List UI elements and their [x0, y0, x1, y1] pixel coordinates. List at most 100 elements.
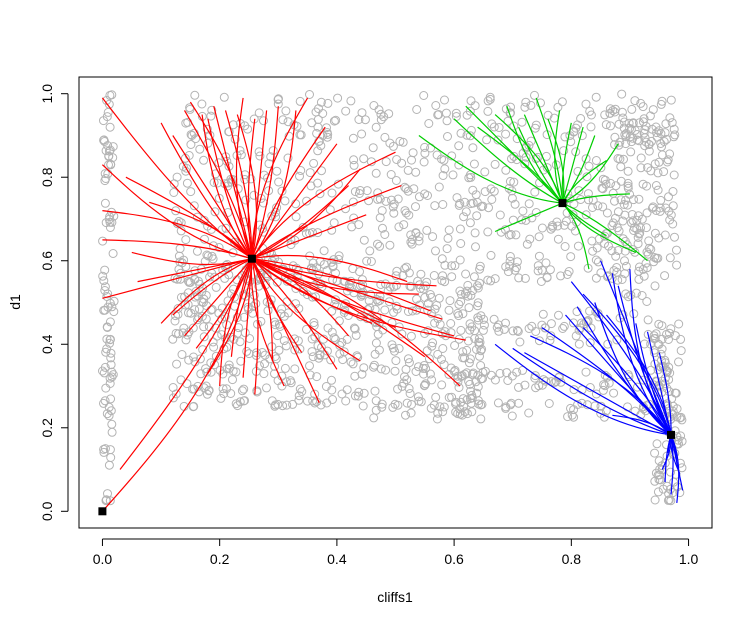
- trajectory-line: [251, 110, 268, 259]
- background-point: [425, 369, 435, 379]
- trajectory-line: [562, 202, 648, 262]
- background-point: [186, 308, 196, 318]
- trajectory-line: [224, 110, 253, 259]
- background-point: [403, 354, 413, 364]
- background-point: [627, 210, 637, 219]
- background-point: [462, 286, 472, 296]
- trajectory-line: [541, 327, 672, 436]
- background-point: [448, 170, 458, 180]
- background-point: [665, 253, 675, 263]
- background-point: [483, 96, 493, 106]
- trajectory-line: [494, 343, 672, 436]
- trajectory-line: [600, 260, 672, 436]
- background-point: [507, 193, 517, 203]
- background-point: [102, 322, 112, 332]
- background-point: [637, 291, 647, 300]
- background-point: [456, 239, 466, 248]
- background-point: [394, 344, 404, 353]
- background-point: [404, 210, 414, 220]
- background-point: [246, 174, 256, 184]
- background-point: [508, 326, 518, 336]
- background-point: [602, 208, 612, 218]
- background-point: [466, 96, 476, 106]
- background-point: [642, 208, 652, 218]
- background-point: [195, 354, 205, 364]
- background-point: [440, 327, 450, 337]
- y-axis: 0.0 0.2 0.4 0.6 0.8 1.0: [39, 84, 69, 521]
- background-point: [412, 105, 422, 114]
- background-point: [429, 271, 439, 280]
- background-point: [168, 334, 178, 344]
- background-point: [512, 155, 522, 165]
- background-point: [337, 389, 347, 399]
- background-point: [398, 270, 408, 280]
- background-point: [208, 254, 218, 264]
- background-point: [664, 335, 673, 344]
- trajectory-line: [251, 168, 361, 260]
- background-point: [652, 128, 662, 138]
- background-point: [373, 296, 383, 306]
- background-point: [650, 253, 660, 262]
- background-point: [105, 145, 115, 155]
- background-point: [376, 280, 386, 289]
- background-point: [406, 331, 416, 341]
- background-point: [619, 117, 629, 127]
- background-point: [350, 371, 360, 381]
- background-point: [355, 186, 365, 195]
- background-point: [533, 266, 543, 276]
- background-point: [544, 399, 554, 408]
- background-point: [428, 338, 438, 348]
- background-point: [307, 334, 317, 344]
- background-point: [454, 141, 464, 151]
- background-point: [665, 368, 675, 378]
- trajectory-line: [251, 258, 466, 341]
- trajectory-line: [562, 193, 630, 204]
- background-point: [107, 372, 117, 382]
- background-point: [393, 384, 403, 394]
- background-point: [270, 361, 280, 371]
- trajectory-line: [251, 258, 273, 362]
- background-point: [667, 118, 677, 128]
- background-point: [593, 308, 603, 318]
- trajectory-line: [561, 122, 572, 204]
- background-point: [305, 361, 314, 371]
- background-point: [650, 448, 660, 458]
- background-point: [322, 123, 331, 133]
- background-point: [283, 117, 293, 127]
- background-point: [450, 261, 460, 271]
- background-point: [653, 487, 663, 497]
- background-point: [99, 447, 109, 457]
- background-point: [642, 263, 652, 273]
- background-point: [463, 280, 473, 290]
- background-point: [359, 388, 369, 398]
- background-point: [610, 132, 620, 142]
- background-point: [616, 176, 626, 186]
- background-point: [373, 239, 382, 249]
- background-point: [168, 383, 178, 392]
- background-point: [224, 127, 234, 137]
- background-point: [103, 302, 113, 312]
- background-point: [308, 352, 318, 362]
- background-point: [108, 370, 118, 380]
- trajectory-line: [251, 258, 303, 353]
- background-point: [283, 153, 293, 163]
- background-point: [601, 179, 611, 189]
- background-point: [591, 255, 601, 265]
- background-point: [553, 234, 563, 244]
- background-point: [438, 344, 448, 353]
- background-point: [610, 196, 619, 206]
- background-point: [302, 290, 312, 300]
- background-point: [306, 181, 316, 191]
- background-point: [676, 334, 686, 344]
- background-point: [354, 220, 364, 230]
- background-point: [188, 402, 198, 412]
- background-point: [340, 276, 350, 286]
- background-point: [468, 185, 478, 195]
- background-point: [573, 241, 583, 251]
- background-point: [573, 166, 583, 176]
- background-point: [353, 391, 363, 401]
- background-point: [186, 140, 196, 149]
- trajectory-line: [101, 258, 253, 512]
- background-point: [530, 187, 540, 197]
- background-point: [643, 315, 653, 325]
